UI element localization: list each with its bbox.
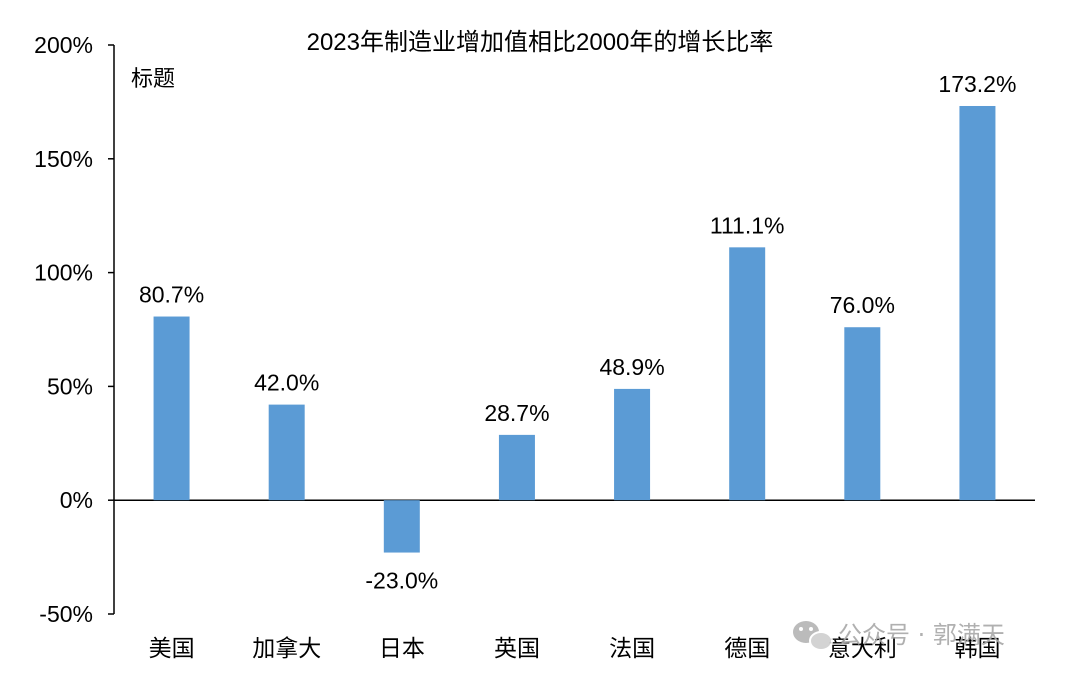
y-tick-label: 50% xyxy=(47,373,93,399)
bar xyxy=(153,316,190,501)
x-tick-label: 德国 xyxy=(724,635,770,661)
x-tick-label: 日本 xyxy=(379,635,425,661)
x-tick-label: 英国 xyxy=(494,635,540,661)
bar xyxy=(729,247,766,501)
bars xyxy=(153,105,996,553)
y-tick-label: -50% xyxy=(39,601,93,627)
chart-subtitle: 标题 xyxy=(131,66,175,91)
data-label: 173.2% xyxy=(938,71,1016,97)
watermark-text: 公众号 · 郭满天 xyxy=(838,621,1005,649)
y-tick-label: 0% xyxy=(60,487,93,513)
bar xyxy=(614,388,651,501)
x-tick-label: 韩国 xyxy=(954,635,1000,661)
watermark: 公众号 · 郭满天 xyxy=(793,621,1005,651)
x-tick-label: 法国 xyxy=(609,635,655,661)
data-label: 111.1% xyxy=(710,212,785,238)
chart-title: 2023年制造业增加值相比2000年的增长比率 xyxy=(307,29,774,56)
data-label: 42.0% xyxy=(254,370,319,396)
y-tick-label: 100% xyxy=(34,260,93,286)
bar xyxy=(844,327,881,501)
bar xyxy=(268,404,305,501)
x-tick-label: 美国 xyxy=(149,635,195,661)
data-label: 80.7% xyxy=(139,282,204,308)
wechat-icon xyxy=(793,621,833,651)
bar xyxy=(498,434,535,501)
x-tick-label: 加拿大 xyxy=(252,635,321,661)
bar xyxy=(383,500,420,553)
data-labels: 80.7% 42.0% -23.0% 28.7% 48.9% 111.1% 76.0% 173… xyxy=(139,71,1016,594)
data-label: 28.7% xyxy=(484,400,549,426)
axes: -50% 0% 50% 100% 150% 200% 美国 加拿大 日本 英国 法国 德国 意大利 韩国 xyxy=(34,32,1035,661)
y-tick-label: 200% xyxy=(34,32,93,58)
x-tick-label: 意大利 xyxy=(828,635,897,661)
y-tick-label: 150% xyxy=(34,146,93,172)
data-label: -23.0% xyxy=(365,568,438,594)
data-label: 76.0% xyxy=(830,292,895,318)
data-label: 48.9% xyxy=(599,354,664,380)
bar xyxy=(959,105,996,501)
